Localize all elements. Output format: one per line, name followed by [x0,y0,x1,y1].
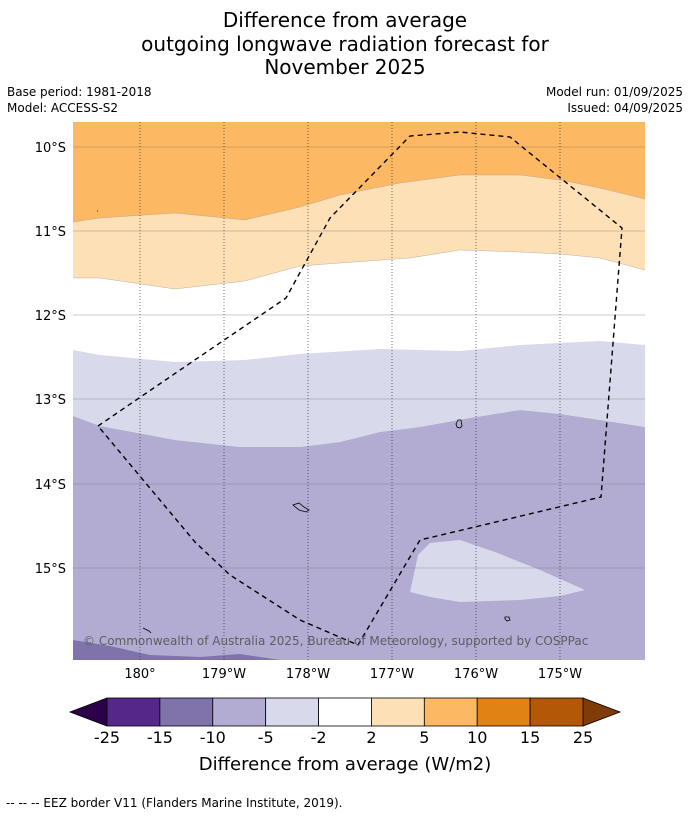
model-run: Model run: 01/09/2025 [545,85,683,99]
band-minus-10-15 [73,640,280,660]
colorbar-segment [318,697,372,727]
colorbar-tick-label: 10 [467,728,487,747]
colorbar: -25 -15 -10 -5 -2 2 5 10 15 25 Difference from av… [68,697,622,775]
lat-label: 14°S [35,478,66,493]
colorbar-segment [371,697,425,727]
title-line-1: Difference from average [222,8,468,32]
lon-label: 180° [124,667,155,682]
colorbar-tick-label: 25 [573,728,593,747]
colorbar-segment [106,697,161,727]
colorbar-segment [529,697,584,727]
lat-label: 15°S [35,562,66,577]
colorbar-segment [265,697,319,727]
colorbar-tick-label: -25 [94,728,120,747]
colorbar-segment [423,697,478,727]
lat-labels: 10°S 11°S 12°S 13°S 14°S 15°S [35,141,66,577]
islands [97,210,511,634]
colorbar-tick-label: 5 [419,728,429,747]
copyright-text: © Commonwealth of Australia 2025, Bureau… [83,634,588,648]
patch-minus-2-5 [410,540,585,602]
colorbar-tick-label: 15 [520,728,540,747]
band-minus-2-5 [73,341,645,447]
eez-footnote: -- -- -- EEZ border V11 (Flanders Marine… [6,796,343,810]
map-plot: © Commonwealth of Australia 2025, Bureau… [73,122,645,660]
colorbar-under-arrow [68,697,108,727]
island-futuna [292,502,310,513]
lon-label: 179°W [202,667,246,682]
island-small-east [504,616,511,622]
issued-date: Issued: 04/09/2025 [567,101,683,115]
title-line-2: outgoing longwave radiation forecast for [141,32,549,56]
lon-label: 175°W [538,667,582,682]
colorbar-segment [476,697,531,727]
lat-label: 13°S [35,393,66,408]
model-name: Model: ACCESS-S2 [7,101,119,115]
colorbar-tick-label: -2 [311,728,327,747]
island-wallis [455,419,463,429]
colorbar-tick-label: -5 [258,728,274,747]
colorbar-tick-label: 2 [366,728,376,747]
band-plus-2-5 [73,175,645,289]
eez-border [96,131,623,646]
lat-label: 12°S [35,309,66,324]
colorbar-tick-label: -10 [200,728,226,747]
lon-label: 176°W [454,667,498,682]
lat-label: 10°S [35,141,66,156]
title-line-3: November 2025 [264,55,426,79]
lon-label: 178°W [286,667,330,682]
band-minus-5-10 [73,410,645,660]
island-small-west [142,627,152,634]
colorbar-label: Difference from average (W/m2) [199,754,491,775]
lat-gridlines [73,146,645,569]
base-period: Base period: 1981-2018 [7,85,152,99]
colorbar-over-arrow [582,697,622,727]
lat-label: 11°S [35,225,66,240]
lon-label: 177°W [370,667,414,682]
lon-labels: 180° 179°W 178°W 177°W 176°W 175°W [124,667,582,682]
colorbar-segment [159,697,214,727]
colorbar-tick-label: -15 [147,728,173,747]
colorbar-segment [212,697,267,727]
